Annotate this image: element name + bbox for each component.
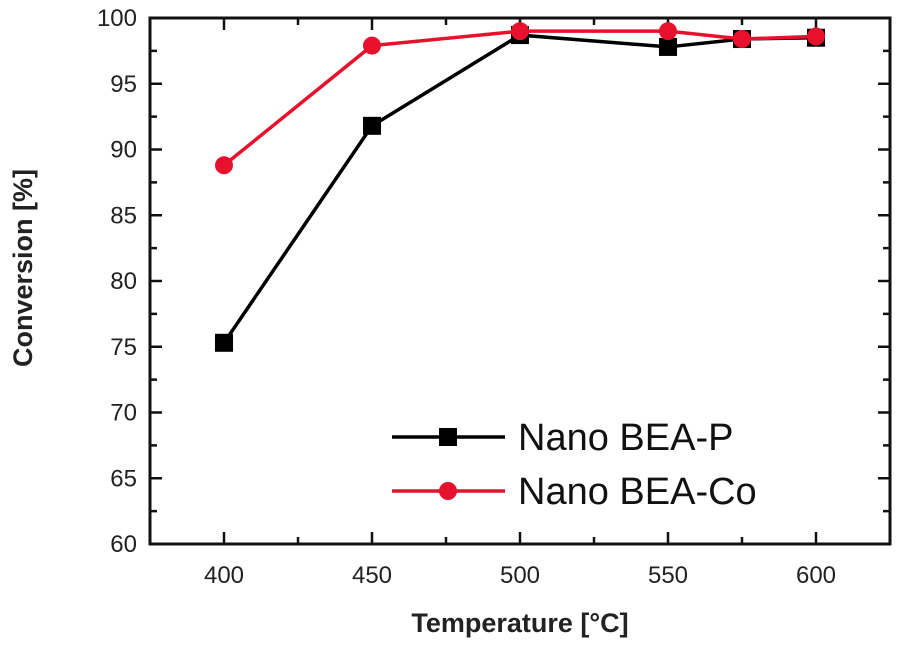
y-axis-title: Conversion [%]	[8, 169, 38, 367]
data-point	[807, 27, 825, 46]
y-tick-label: 95	[110, 71, 137, 98]
x-tick-label: 550	[648, 562, 688, 589]
series-layer	[215, 22, 825, 352]
x-tick-label: 400	[204, 562, 244, 589]
x-axis-title: Temperature [°C]	[411, 608, 628, 638]
data-point	[659, 37, 677, 56]
y-tick-label: 70	[110, 400, 137, 427]
series-nano-bea-co	[215, 22, 825, 175]
series-nano-bea-p	[215, 26, 825, 352]
data-point	[511, 22, 529, 41]
data-point	[733, 30, 751, 49]
legend-marker	[439, 482, 457, 500]
data-point	[363, 116, 381, 135]
plot-frame	[148, 16, 892, 546]
series-line	[222, 29, 817, 167]
y-tick-label: 100	[97, 5, 137, 32]
y-tick-label: 90	[110, 137, 137, 164]
legend-label: Nano BEA-Co	[518, 471, 757, 513]
y-tick-label: 85	[110, 202, 137, 229]
data-point	[215, 333, 233, 352]
y-tick-label: 60	[110, 531, 137, 558]
legend-marker	[439, 428, 457, 446]
x-tick-label: 500	[500, 562, 540, 589]
x-tick-label: 450	[352, 562, 392, 589]
data-point	[215, 156, 233, 175]
data-point	[363, 36, 381, 55]
legend-label: Nano BEA-P	[518, 417, 733, 459]
y-tick-label: 80	[110, 268, 137, 295]
axis-ticks: 400 450 500 550 600 60 65 70 75 80 85 90 95 100	[97, 5, 892, 589]
x-tick-label: 600	[796, 562, 836, 589]
series-line	[222, 33, 817, 344]
legend: Nano BEA-P Nano BEA-Co	[392, 417, 757, 513]
y-tick-label: 75	[110, 334, 137, 361]
data-point	[659, 22, 677, 41]
y-tick-label: 65	[110, 465, 137, 492]
